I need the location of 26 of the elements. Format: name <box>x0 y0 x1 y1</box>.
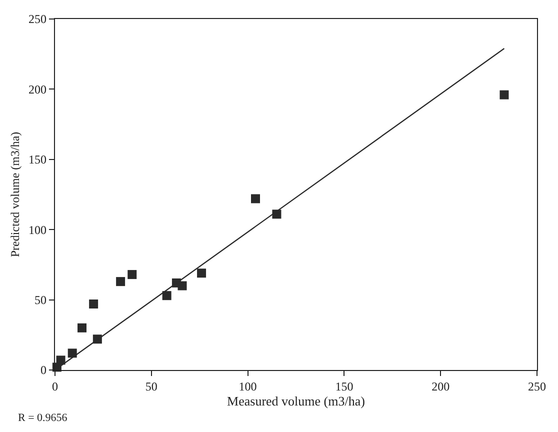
x-tick-label: 150 <box>335 380 354 394</box>
point <box>162 291 172 300</box>
x-tick-label: 50 <box>145 380 158 394</box>
y-tick-label: 250 <box>28 12 46 26</box>
point <box>251 194 260 204</box>
x-tick-label: 200 <box>432 380 450 394</box>
x-axis-title: Measured volume (m3/ha) <box>227 394 365 408</box>
x-tick-label: 100 <box>238 380 257 394</box>
y-axis-title: Predicted volume (m3/ha) <box>8 132 22 258</box>
point <box>77 323 86 332</box>
y-tick-label: 0 <box>40 363 46 378</box>
y-tick-label: 200 <box>28 82 46 96</box>
point <box>89 300 98 309</box>
y-tick-label: 50 <box>34 293 46 307</box>
point <box>178 281 187 290</box>
x-tick-label: 0 <box>52 380 58 394</box>
x-tick-label: 250 <box>528 380 546 394</box>
y-tick-label: 150 <box>28 152 46 167</box>
point <box>68 348 77 358</box>
point <box>128 270 137 280</box>
point <box>500 90 509 100</box>
point <box>197 268 206 278</box>
text: R = 0.9656 <box>18 412 68 424</box>
y-tick-label: 100 <box>28 222 46 237</box>
point <box>56 356 66 365</box>
point <box>116 277 126 286</box>
